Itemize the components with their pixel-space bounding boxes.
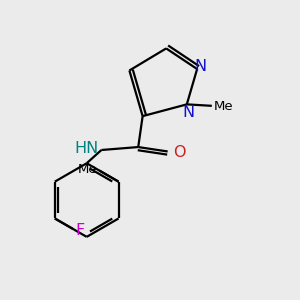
Text: Me: Me (77, 163, 97, 176)
Text: N: N (195, 58, 207, 74)
Text: F: F (76, 223, 85, 238)
Text: HN: HN (74, 141, 98, 156)
Text: Me: Me (213, 100, 233, 113)
Text: O: O (173, 146, 185, 160)
Text: N: N (182, 105, 194, 120)
